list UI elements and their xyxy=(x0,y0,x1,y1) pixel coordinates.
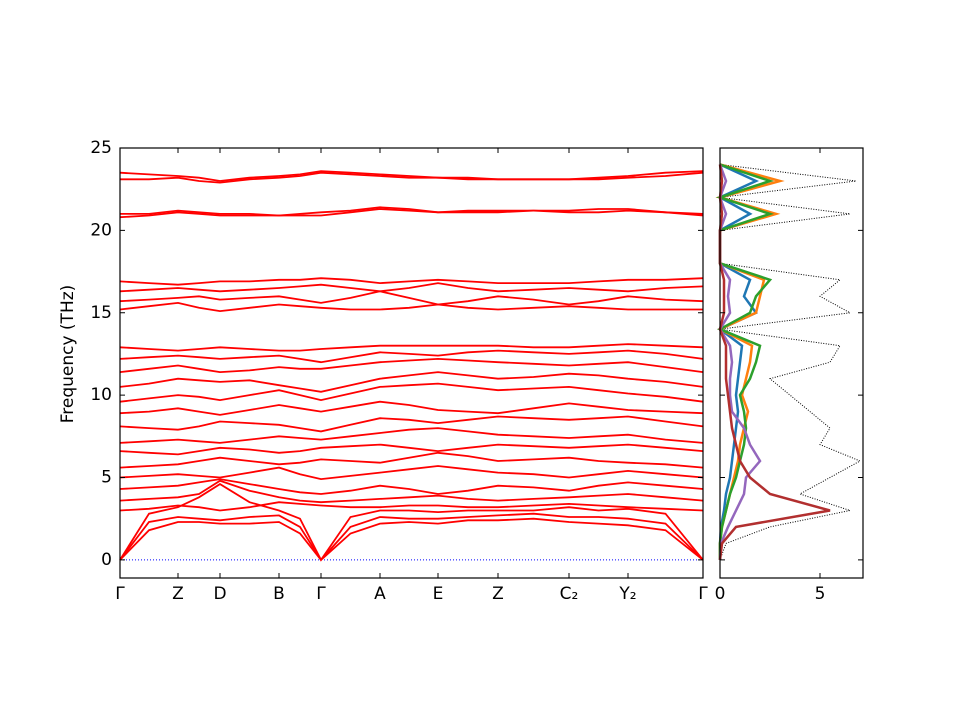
axes-frame xyxy=(719,147,864,579)
x-tick-label: Z xyxy=(492,584,504,604)
x-tick-label: Z xyxy=(172,584,184,604)
band-line xyxy=(119,357,704,374)
band-line xyxy=(119,512,704,562)
band-line xyxy=(119,443,704,456)
band-line xyxy=(119,415,704,433)
x-tick-label: Y₂ xyxy=(618,584,636,604)
band-line xyxy=(119,290,704,306)
band-line xyxy=(119,301,703,313)
band-line xyxy=(119,170,704,182)
band-line xyxy=(119,478,704,495)
band-line xyxy=(119,371,704,393)
band-line xyxy=(119,208,704,219)
y-tick-label: 20 xyxy=(90,220,112,240)
band-line xyxy=(119,517,704,562)
y-axis-label: Frequency (THz) xyxy=(58,285,78,424)
x-tick-label: 5 xyxy=(815,584,826,604)
x-tick-label: Γ xyxy=(115,584,125,604)
y-tick-label: 10 xyxy=(90,385,112,405)
x-tick-label: E xyxy=(433,584,444,604)
x-tick-label: C₂ xyxy=(560,584,579,604)
x-tick-label: A xyxy=(374,584,386,604)
band-line xyxy=(119,451,704,469)
y-tick-label: 5 xyxy=(101,468,112,488)
band-line xyxy=(119,483,704,562)
x-tick-label: Γ xyxy=(698,584,708,604)
x-tick-label: Γ xyxy=(316,584,326,604)
band-line xyxy=(119,343,704,352)
band-line xyxy=(119,479,704,504)
axes-frame xyxy=(119,147,704,579)
band-line xyxy=(119,277,704,286)
band-line xyxy=(119,427,704,444)
x-tick-label: 0 xyxy=(715,584,726,604)
band-line xyxy=(119,400,704,416)
y-tick-label: 15 xyxy=(90,303,112,323)
y-tick-label: 25 xyxy=(90,138,112,158)
band-line xyxy=(119,501,704,512)
x-tick-label: B xyxy=(273,584,285,604)
x-tick-label: D xyxy=(213,584,226,604)
band-line xyxy=(119,382,704,403)
band-line xyxy=(120,171,704,184)
band-line xyxy=(120,206,704,217)
band-line xyxy=(119,465,704,481)
band-line xyxy=(119,349,704,364)
y-tick-label: 0 xyxy=(101,550,112,570)
band-line xyxy=(119,282,704,293)
